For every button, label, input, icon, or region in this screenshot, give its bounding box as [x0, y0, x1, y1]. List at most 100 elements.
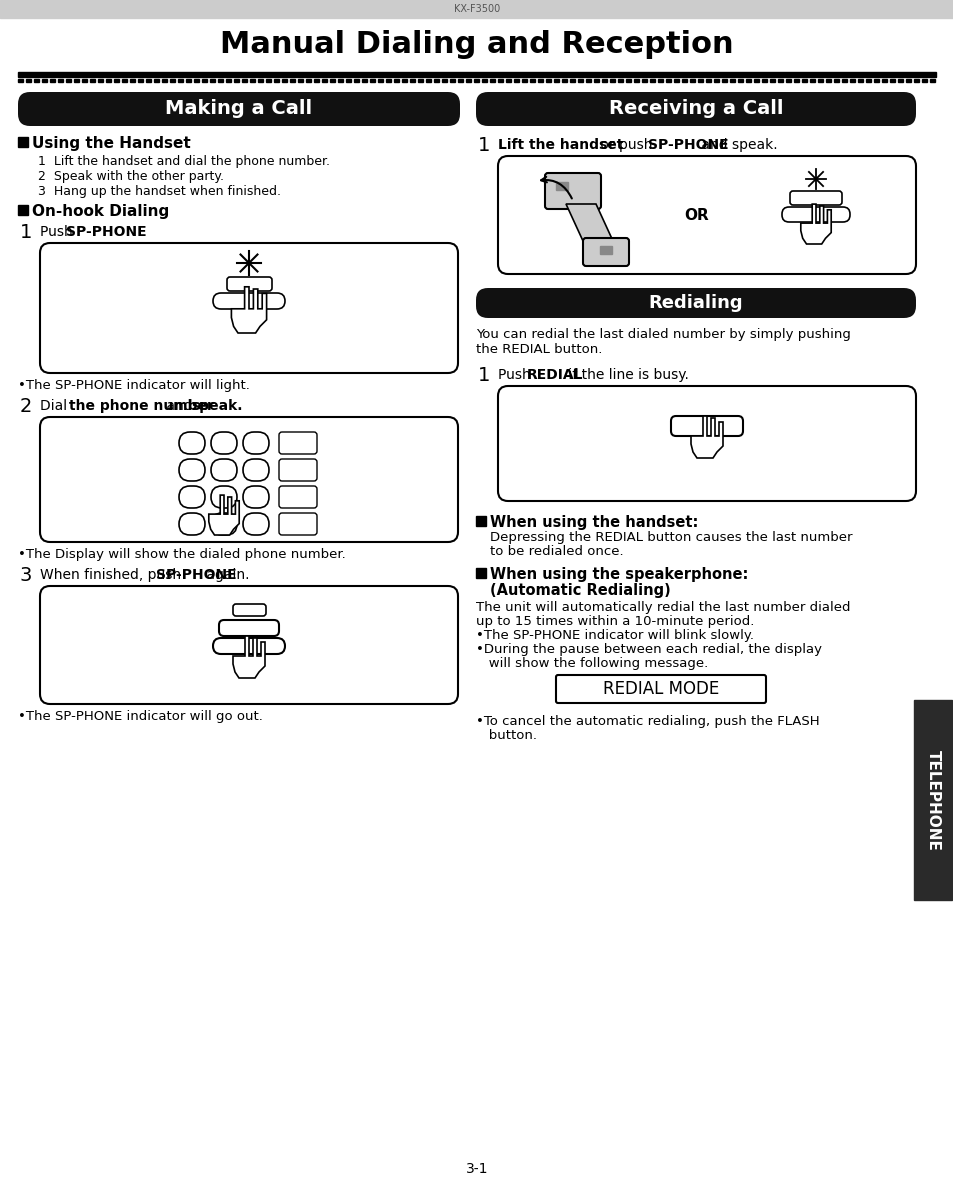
Text: TELEPHONE: TELEPHONE: [924, 749, 940, 850]
Text: Redialing: Redialing: [648, 294, 742, 312]
Bar: [26, 80, 30, 82]
Text: TUV: TUV: [217, 489, 230, 494]
Text: REDIAL: REDIAL: [526, 368, 583, 382]
FancyBboxPatch shape: [213, 293, 285, 309]
Bar: [913, 700, 951, 900]
Text: •The SP-PHONE indicator will go out.: •The SP-PHONE indicator will go out.: [18, 710, 263, 723]
Text: Using the Handset: Using the Handset: [32, 137, 191, 151]
Text: speak.: speak.: [191, 399, 242, 413]
Bar: [825, 80, 830, 82]
Bar: [346, 80, 351, 82]
Bar: [601, 80, 606, 82]
Text: 3: 3: [20, 566, 32, 585]
Text: button.: button.: [476, 729, 537, 742]
Bar: [274, 80, 278, 82]
Bar: [441, 80, 447, 82]
Text: SP-PHONE: SP-PHONE: [66, 226, 147, 239]
Bar: [90, 80, 95, 82]
Bar: [58, 80, 63, 82]
Bar: [793, 80, 799, 82]
Bar: [585, 80, 590, 82]
FancyBboxPatch shape: [278, 485, 316, 508]
Bar: [218, 80, 223, 82]
Text: SP-PHONE: SP-PHONE: [226, 623, 272, 633]
Bar: [841, 80, 846, 82]
Bar: [753, 80, 759, 82]
Bar: [476, 516, 485, 526]
FancyBboxPatch shape: [179, 459, 205, 481]
Text: ABC: ABC: [217, 434, 230, 440]
Bar: [138, 80, 143, 82]
Text: SP-PHONE: SP-PHONE: [156, 569, 236, 582]
Text: 3  Hang up the handset when finished.: 3 Hang up the handset when finished.: [38, 185, 281, 198]
Text: REDIAL: REDIAL: [686, 421, 726, 431]
Text: 4: 4: [189, 468, 195, 478]
Bar: [386, 80, 391, 82]
Text: You can redial the last dialed number by simply pushing: You can redial the last dialed number by…: [476, 328, 850, 341]
Bar: [761, 80, 766, 82]
Bar: [497, 80, 502, 82]
Text: the REDIAL button.: the REDIAL button.: [476, 343, 601, 356]
Text: if the line is busy.: if the line is busy.: [563, 368, 688, 382]
Bar: [634, 80, 639, 82]
Text: 1: 1: [189, 442, 195, 451]
Text: WXY: WXY: [249, 489, 263, 494]
FancyBboxPatch shape: [233, 604, 266, 616]
Bar: [658, 80, 662, 82]
Text: •The SP-PHONE indicator will blink slowly.: •The SP-PHONE indicator will blink slowl…: [476, 629, 753, 642]
Text: Making a Call: Making a Call: [165, 100, 313, 119]
Bar: [817, 80, 822, 82]
Bar: [257, 80, 263, 82]
Text: When finished, push: When finished, push: [40, 569, 185, 582]
Text: 1: 1: [477, 137, 490, 155]
Text: 2  Speak with the other party.: 2 Speak with the other party.: [38, 170, 224, 183]
Bar: [857, 80, 862, 82]
Text: NUM: NUM: [290, 466, 306, 472]
Text: Dial: Dial: [40, 399, 71, 413]
Text: 6: 6: [253, 468, 259, 478]
Bar: [98, 80, 103, 82]
FancyBboxPatch shape: [211, 459, 236, 481]
Text: •To cancel the automatic redialing, push the FLASH: •To cancel the automatic redialing, push…: [476, 715, 819, 728]
Bar: [18, 205, 28, 215]
Text: the phone number: the phone number: [69, 399, 213, 413]
Bar: [42, 80, 47, 82]
Polygon shape: [233, 636, 265, 678]
Bar: [521, 80, 526, 82]
Text: REDIAL MODE: REDIAL MODE: [602, 680, 719, 698]
Bar: [50, 80, 55, 82]
FancyBboxPatch shape: [278, 513, 316, 535]
Bar: [370, 80, 375, 82]
Bar: [738, 80, 742, 82]
Text: The unit will automatically redial the last number dialed: The unit will automatically redial the l…: [476, 601, 850, 614]
FancyBboxPatch shape: [179, 485, 205, 508]
Bar: [689, 80, 695, 82]
Bar: [361, 80, 367, 82]
Bar: [698, 80, 702, 82]
Text: SP-PHONE: SP-PHONE: [792, 193, 838, 203]
Text: 3-1: 3-1: [465, 1162, 488, 1176]
Bar: [233, 80, 239, 82]
Text: Lift the handset: Lift the handset: [497, 138, 622, 152]
Bar: [530, 80, 535, 82]
Bar: [514, 80, 518, 82]
Text: 7: 7: [189, 495, 195, 504]
Bar: [106, 80, 111, 82]
FancyBboxPatch shape: [40, 417, 457, 542]
FancyBboxPatch shape: [243, 513, 269, 535]
Bar: [801, 80, 806, 82]
Bar: [649, 80, 655, 82]
Text: to be redialed once.: to be redialed once.: [490, 545, 623, 558]
Text: BY: BY: [261, 641, 272, 650]
Bar: [66, 80, 71, 82]
Bar: [681, 80, 686, 82]
Text: JKL: JKL: [219, 462, 229, 466]
Bar: [785, 80, 790, 82]
Bar: [476, 569, 485, 578]
Bar: [641, 80, 646, 82]
Text: #: #: [251, 522, 260, 532]
Bar: [905, 80, 910, 82]
Text: Receiving a Call: Receiving a Call: [608, 100, 782, 119]
Bar: [554, 80, 558, 82]
Text: GHI: GHI: [186, 462, 197, 466]
